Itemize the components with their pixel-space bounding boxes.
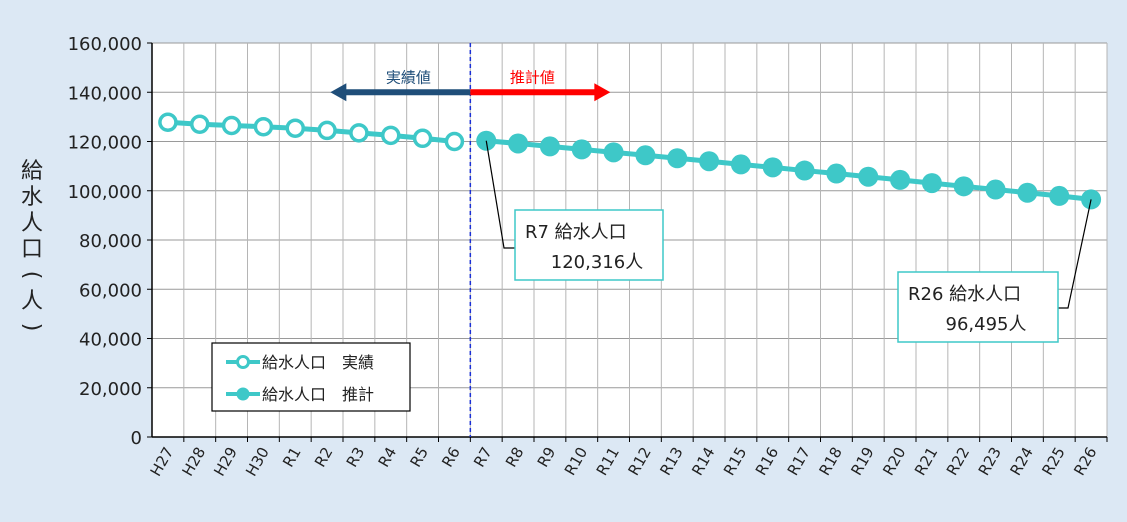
y-tick-label: 80,000 — [79, 231, 142, 252]
actual-data-point — [158, 112, 178, 133]
callout-box — [514, 209, 664, 281]
forecast-arrow-label: 推計値 — [510, 68, 555, 86]
y-tick-label: 20,000 — [79, 379, 142, 400]
y-axis-label-char: ) — [19, 323, 44, 332]
forecast-data-point — [953, 176, 974, 197]
actual-series-line — [167, 119, 455, 144]
forecast-data-point — [890, 169, 911, 190]
y-tick-label: 0 — [131, 428, 142, 449]
legend-marker — [236, 387, 250, 401]
actual-data-point — [381, 125, 401, 146]
legend-marker — [236, 355, 250, 369]
y-axis-label-char: ( — [19, 271, 44, 280]
actual-arrow-head — [330, 83, 347, 102]
forecast-arrow-head — [594, 83, 611, 102]
actual-data-point — [285, 118, 305, 138]
y-axis-label-char: 水 — [21, 185, 43, 210]
legend-label: 給水人口 実績 — [262, 353, 374, 372]
forecast-data-point — [858, 166, 879, 187]
y-axis-label-char: 人 — [21, 211, 43, 236]
forecast-data-point — [667, 148, 688, 169]
y-axis-label-char: 給 — [21, 159, 43, 184]
actual-data-point — [253, 116, 274, 137]
actual-data-point — [412, 128, 433, 149]
y-tick-label: 40,000 — [79, 330, 142, 351]
callout-leader — [485, 140, 515, 249]
forecast-data-point — [635, 145, 656, 166]
y-axis-label: 給水人口(人) — [19, 159, 44, 331]
forecast-data-point — [1049, 185, 1070, 206]
actual-data-point — [444, 131, 465, 152]
actual-arrow-label: 実績値 — [386, 68, 431, 86]
y-tick-label: 140,000 — [68, 83, 142, 104]
forecast-data-point — [539, 136, 560, 157]
y-axis-label-char: 人 — [21, 289, 43, 314]
forecast-data-point — [508, 133, 529, 154]
y-axis-label-char: 口 — [21, 237, 43, 262]
callout-value: 120,316人 — [551, 252, 643, 273]
forecast-data-point — [699, 151, 720, 172]
actual-data-point — [317, 120, 337, 141]
forecast-data-point — [603, 142, 624, 163]
forecast-data-point — [571, 139, 592, 160]
arrow-annotations: 実績値 推計値 — [330, 68, 611, 102]
callout-title: R7 給水人口 — [525, 222, 627, 243]
callout-leader — [1058, 199, 1092, 309]
forecast-data-point — [794, 160, 815, 181]
callout-value: 96,495人 — [946, 314, 1027, 335]
callout-title: R26 給水人口 — [908, 284, 1021, 305]
forecast-data-point — [762, 157, 783, 178]
callout-box — [897, 271, 1059, 343]
actual-data-point — [190, 114, 210, 135]
forecast-data-point — [921, 173, 942, 194]
forecast-data-point — [985, 179, 1006, 200]
forecast-data-point — [730, 154, 751, 175]
actual-data-point — [349, 123, 369, 143]
y-tick-label: 160,000 — [68, 34, 142, 55]
legend-label: 給水人口 推計 — [262, 385, 374, 404]
forecast-data-point — [1017, 182, 1038, 203]
y-tick-label: 60,000 — [79, 280, 142, 301]
callouts: R7 給水人口 120,316人 R26 給水人口 96,495人 — [485, 140, 1092, 343]
series-group — [158, 112, 1102, 210]
y-tick-label: 120,000 — [68, 133, 142, 154]
y-tick-label: 100,000 — [68, 182, 142, 203]
actual-data-point — [221, 115, 242, 136]
forecast-data-point — [826, 163, 847, 184]
